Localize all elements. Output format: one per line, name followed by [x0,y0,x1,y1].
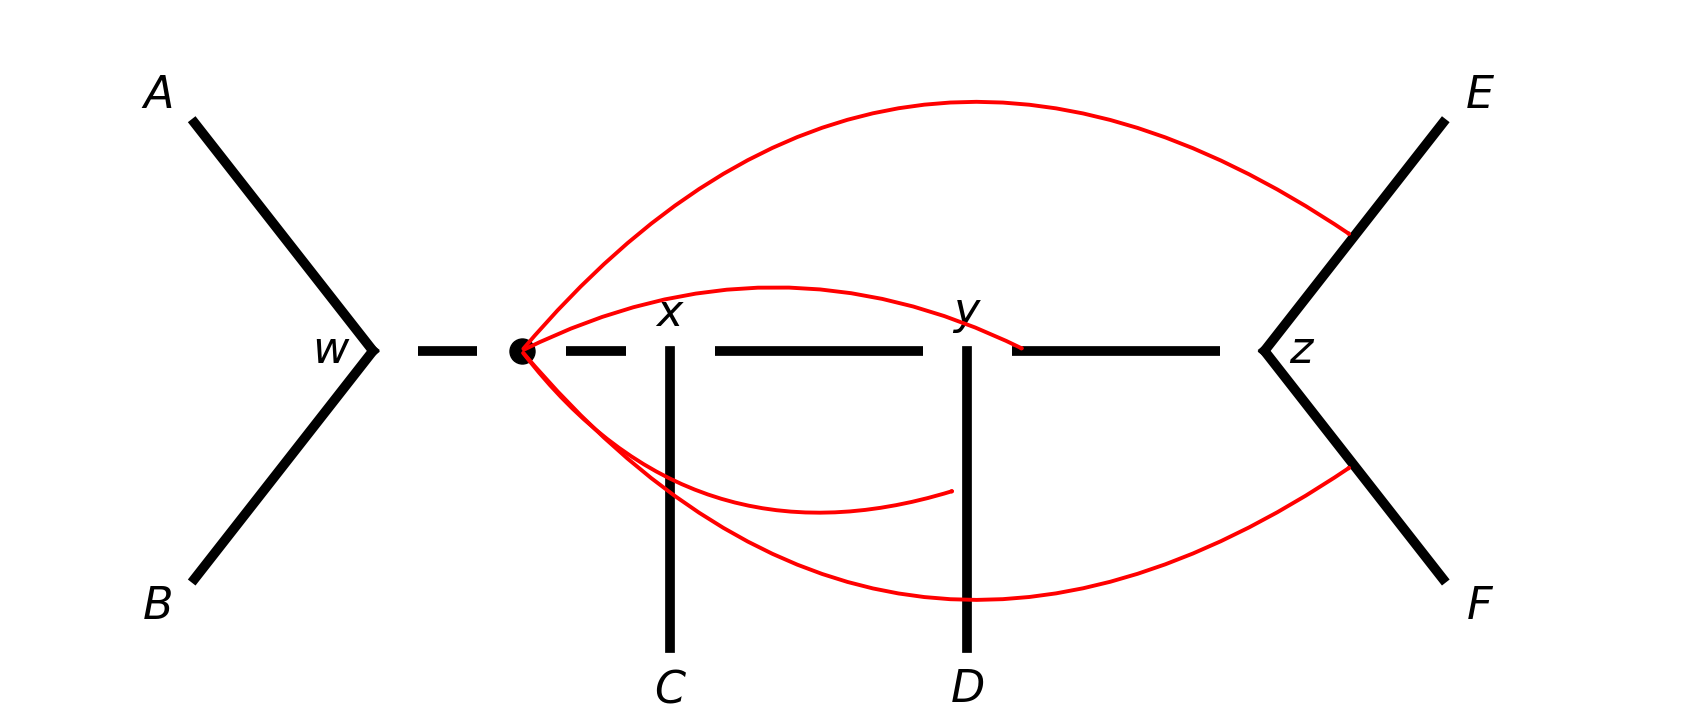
Text: $y$: $y$ [953,292,982,335]
Text: $D$: $D$ [950,668,985,711]
FancyArrowPatch shape [523,102,1350,348]
Text: $C$: $C$ [653,668,687,711]
Text: $x$: $x$ [655,292,685,335]
Text: $F$: $F$ [1466,585,1495,628]
FancyArrowPatch shape [523,353,951,513]
Text: $A$: $A$ [142,74,174,117]
FancyArrowPatch shape [523,353,1350,600]
Text: $E$: $E$ [1466,74,1495,117]
Text: $B$: $B$ [142,585,172,628]
FancyArrowPatch shape [525,288,1022,350]
Text: $w$: $w$ [312,329,351,372]
Text: $z$: $z$ [1289,329,1316,372]
